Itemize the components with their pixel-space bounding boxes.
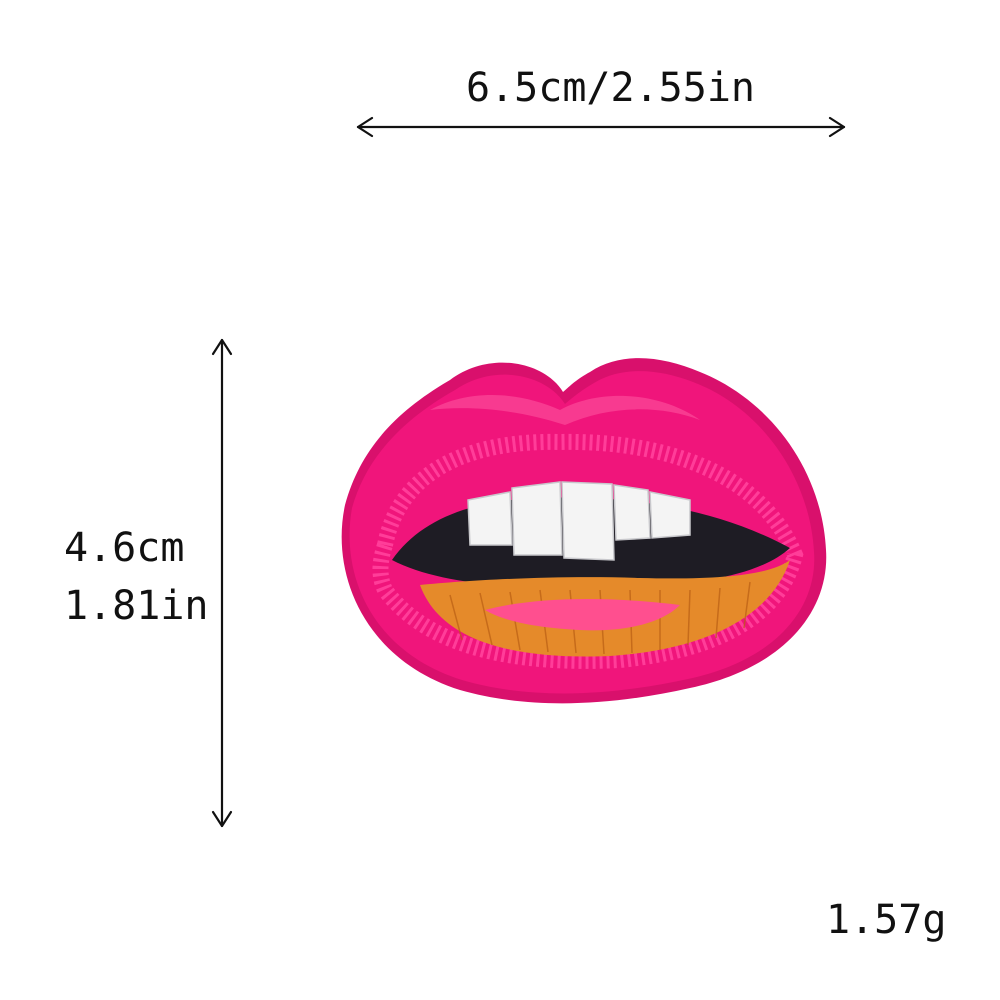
lips-patch-image — [341, 358, 827, 704]
weight-label: 1.57g — [826, 897, 947, 943]
height-dimension-cm-label: 4.6cm — [64, 525, 185, 571]
sequin-ring — [372, 433, 804, 669]
width-dimension-label: 6.5cm/2.55in — [466, 65, 755, 111]
width-arrow-icon — [356, 116, 846, 138]
tongue-center — [485, 598, 680, 631]
height-arrow-icon — [211, 338, 233, 828]
height-dimension-in-label: 1.81in — [64, 583, 209, 629]
upper-teeth — [467, 481, 691, 561]
upper-lip-shine — [430, 394, 700, 425]
